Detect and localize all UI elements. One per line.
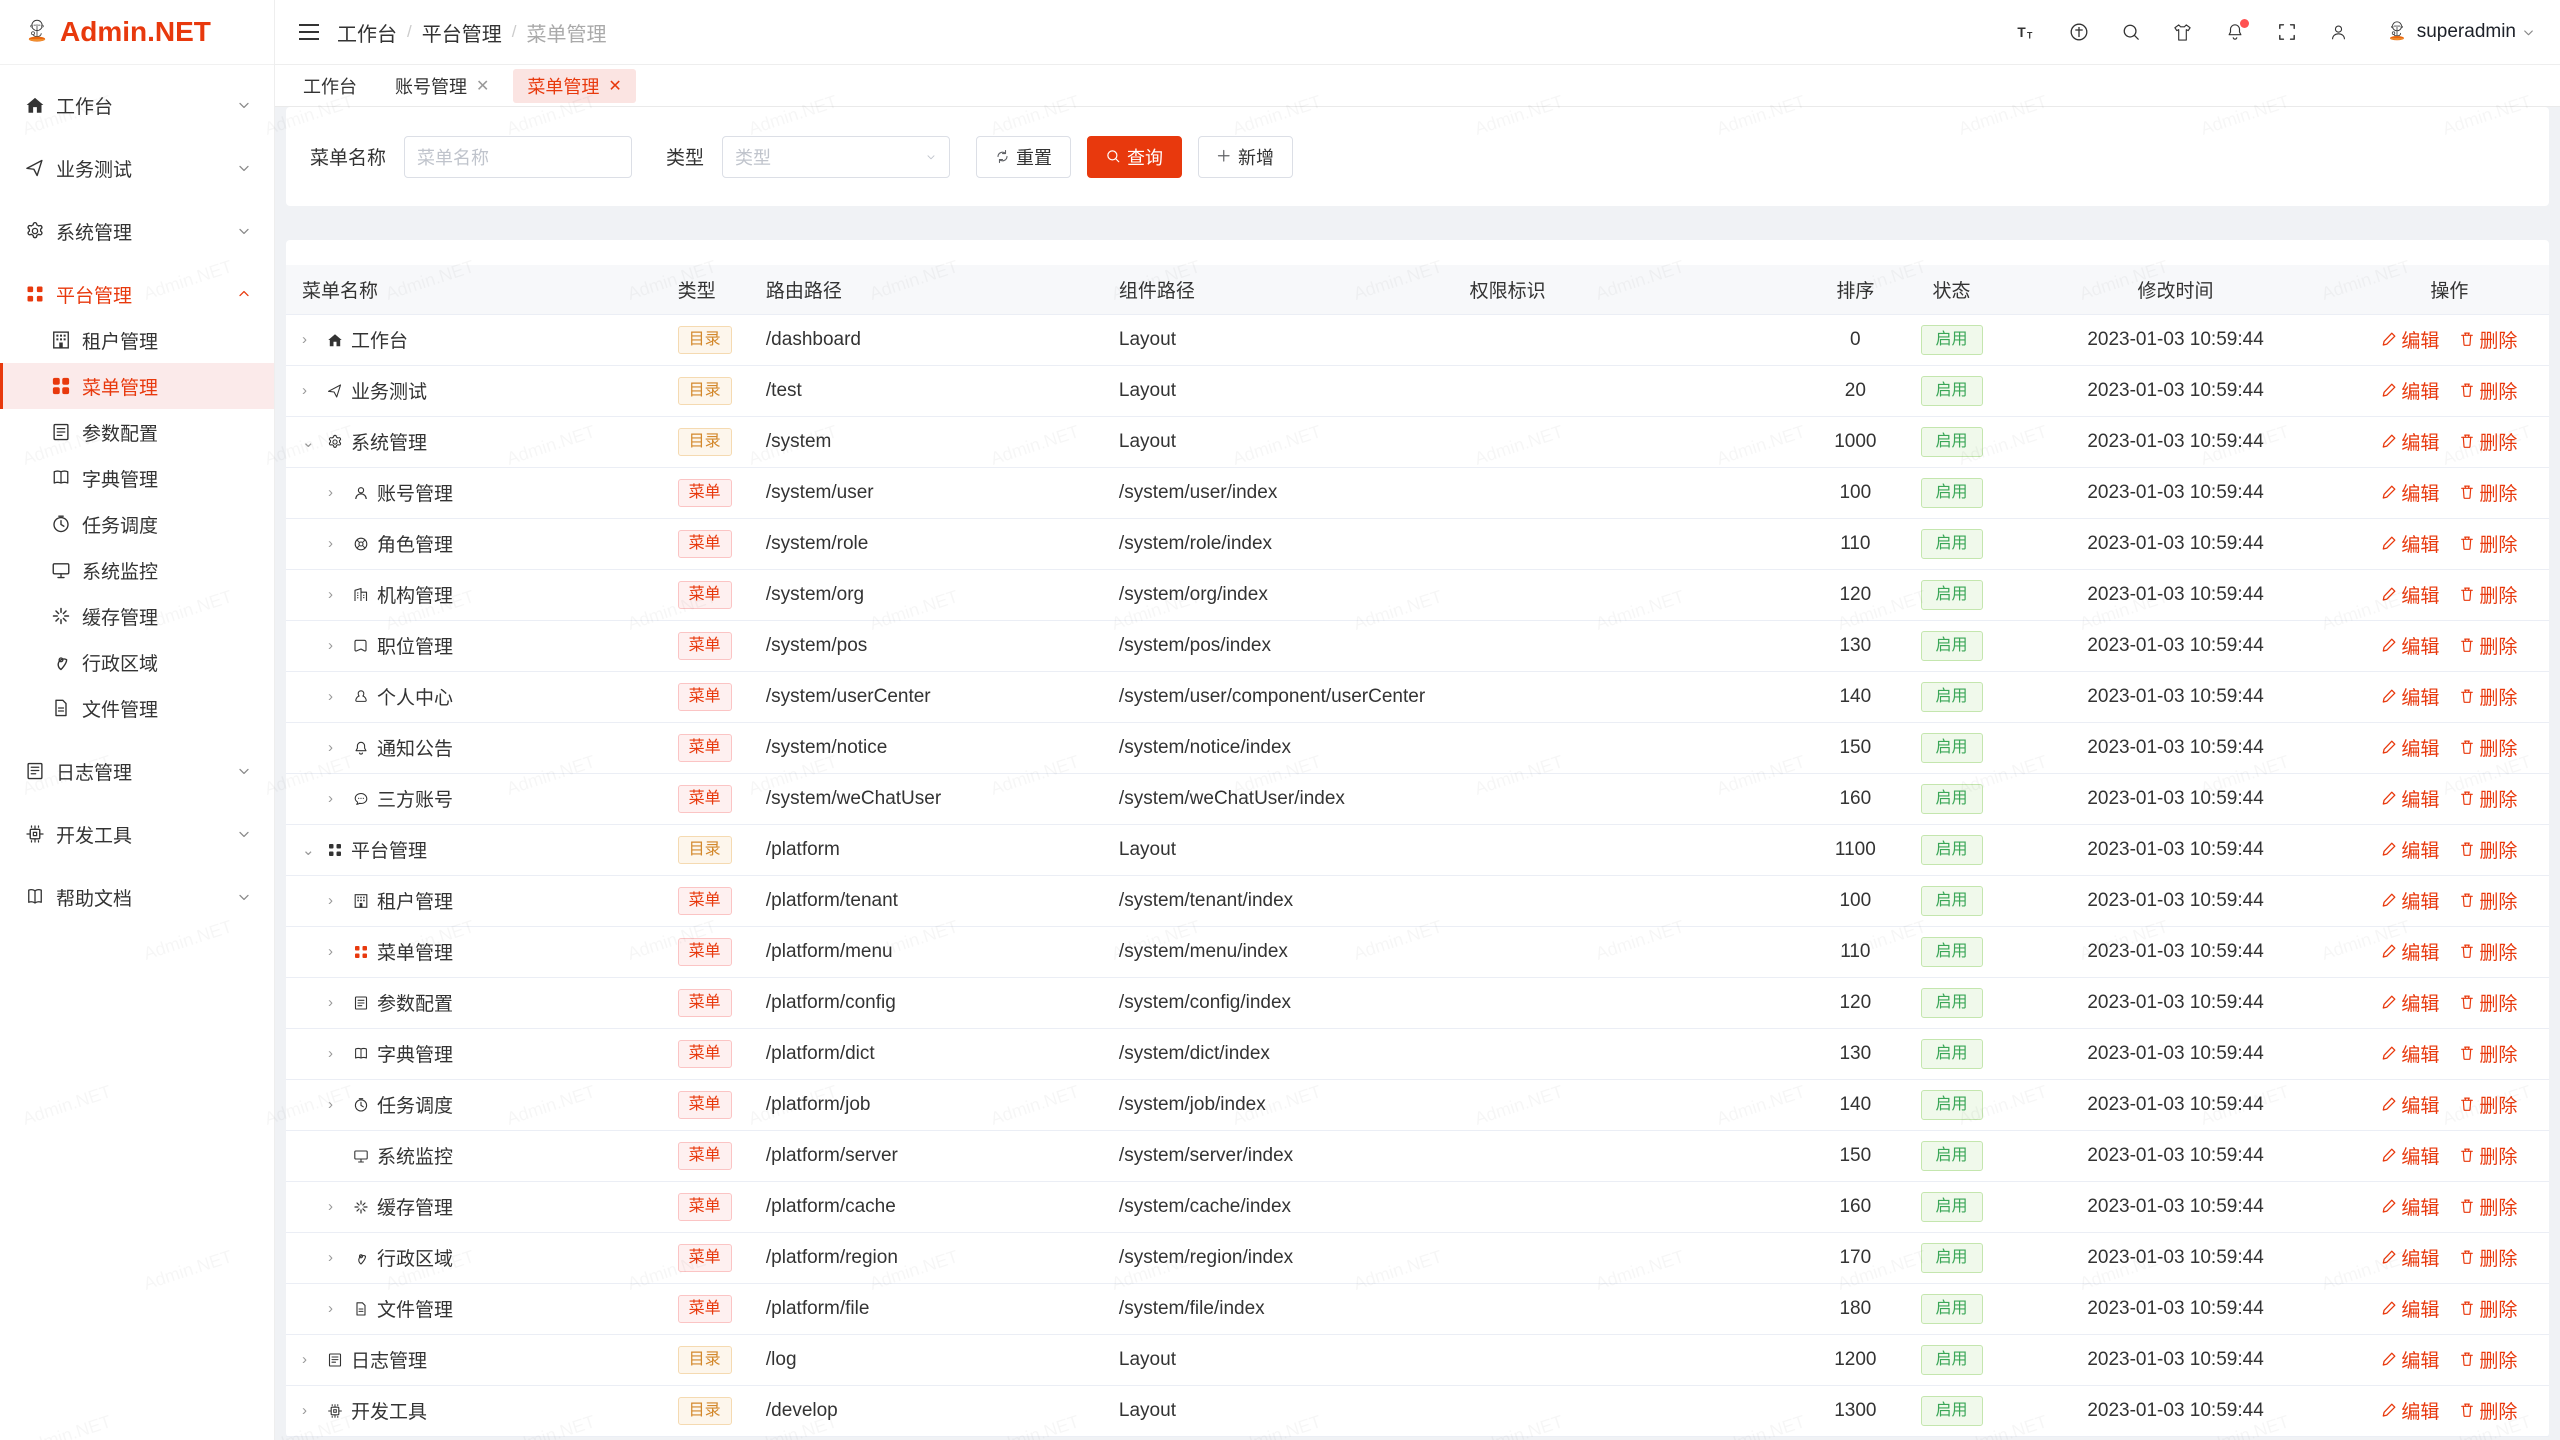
- svg-text:T: T: [2017, 25, 2026, 40]
- svg-text:T: T: [2027, 30, 2033, 40]
